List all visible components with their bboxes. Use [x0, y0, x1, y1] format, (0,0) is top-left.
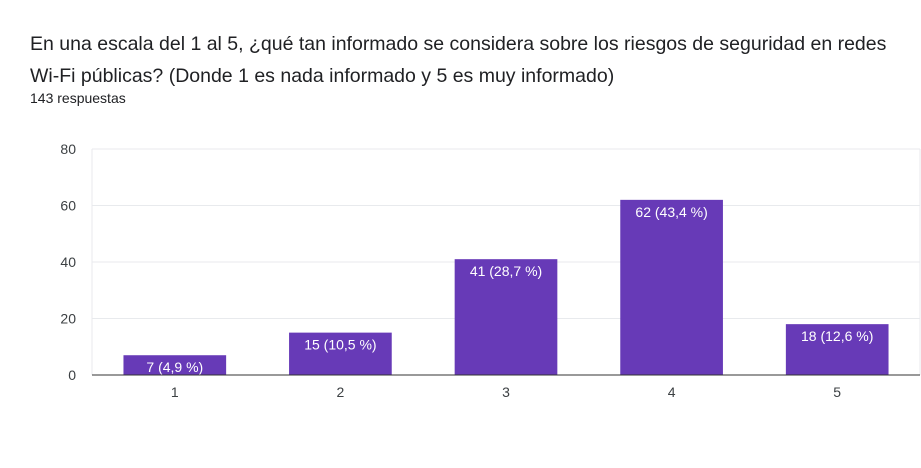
bar-3 [454, 259, 558, 375]
y-axis-ticks: 0 20 40 60 80 [60, 141, 76, 383]
data-label-4: 62 (43,4 %) [635, 204, 707, 220]
y-tick-label: 40 [60, 254, 76, 270]
data-label-3: 41 (28,7 %) [470, 263, 542, 279]
y-tick-label: 60 [60, 198, 76, 214]
y-tick-label: 20 [60, 311, 76, 327]
question-title: En una escala del 1 al 5, ¿qué tan infor… [30, 33, 887, 87]
x-tick-label: 2 [337, 384, 345, 400]
bar-1 [123, 355, 227, 375]
y-tick-label: 80 [60, 141, 76, 157]
bar-4 [620, 199, 723, 375]
bars: 7 (4,9 %) 15 (10,5 %) 41 (28,7 %) 62 (43,4 … [123, 199, 889, 375]
x-tick-label: 4 [668, 384, 676, 400]
x-tick-label: 5 [833, 384, 841, 400]
response-count: 143 respuestas [30, 90, 126, 106]
x-axis-ticks: 1 2 3 4 5 [171, 384, 841, 400]
data-label-1: 7 (4,9 %) [146, 359, 203, 375]
data-label-5: 18 (12,6 %) [801, 328, 873, 344]
data-label-2: 15 (10,5 %) [304, 337, 376, 353]
x-tick-label: 3 [502, 384, 510, 400]
bar-5 [785, 324, 889, 375]
x-tick-label: 1 [171, 384, 179, 400]
y-tick-label: 0 [68, 367, 76, 383]
bar-2 [289, 332, 392, 375]
